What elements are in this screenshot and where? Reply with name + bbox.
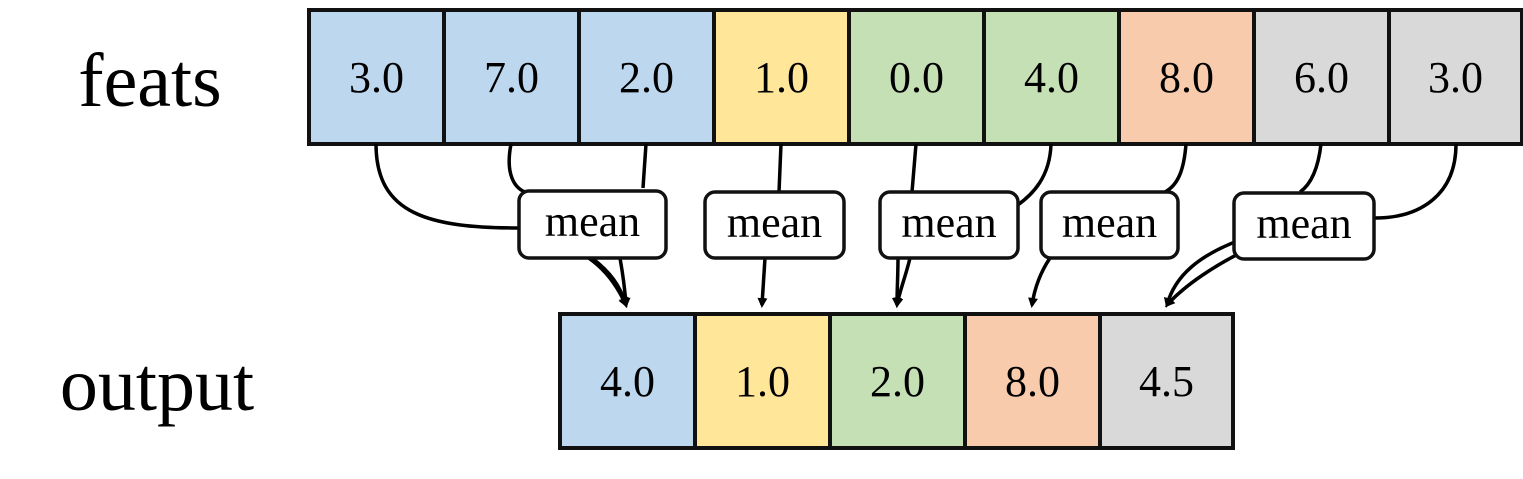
- output-cell: 4.0: [558, 312, 697, 450]
- edge: [910, 143, 918, 193]
- feats-cell: 8.0: [1117, 8, 1256, 146]
- svg-text:3.0: 3.0: [1428, 53, 1483, 102]
- svg-text:4.0: 4.0: [1024, 53, 1079, 102]
- mean-op-box: mean: [517, 189, 668, 260]
- svg-text:mean: mean: [727, 198, 822, 247]
- feats-cell: 1.0: [712, 8, 851, 146]
- feats-cell: 6.0: [1252, 8, 1391, 146]
- feats-cell: 7.0: [442, 8, 581, 146]
- svg-text:mean: mean: [1256, 199, 1351, 248]
- output-cell: 1.0: [693, 312, 832, 450]
- svg-text:mean: mean: [545, 197, 640, 246]
- edge: [777, 143, 783, 193]
- svg-text:4.5: 4.5: [1139, 357, 1194, 406]
- edge: [892, 257, 903, 308]
- mean-op-box: mean: [1232, 191, 1376, 261]
- output-cell: 2.0: [828, 312, 967, 450]
- output-cell: 4.5: [1098, 312, 1235, 450]
- svg-text:0.0: 0.0: [889, 53, 944, 102]
- mean-op-box: mean: [878, 190, 1020, 260]
- edge: [1298, 143, 1323, 194]
- feats-cell: 0.0: [847, 8, 986, 146]
- svg-text:mean: mean: [901, 198, 996, 247]
- svg-text:1.0: 1.0: [735, 357, 790, 406]
- edge: [507, 143, 526, 194]
- feats-cell: 3.0: [1387, 8, 1523, 146]
- svg-text:7.0: 7.0: [484, 53, 539, 102]
- feats-cell: 2.0: [577, 8, 716, 146]
- edge: [641, 143, 648, 189]
- mean-op-box: mean: [703, 190, 846, 260]
- svg-text:4.0: 4.0: [600, 357, 655, 406]
- svg-text:2.0: 2.0: [870, 357, 925, 406]
- output-row-label: output: [60, 343, 254, 427]
- svg-text:8.0: 8.0: [1005, 357, 1060, 406]
- svg-text:6.0: 6.0: [1294, 53, 1349, 102]
- svg-text:2.0: 2.0: [619, 53, 674, 102]
- svg-text:1.0: 1.0: [754, 53, 809, 102]
- edge: [618, 257, 631, 308]
- mean-op-box: mean: [1039, 190, 1180, 260]
- edge: [374, 143, 521, 230]
- mean-ops: mean mean mean mean mean: [517, 189, 1376, 261]
- feats-row: 3.0 7.0 2.0 1.0 0.0 4.0 8.0 6.0 3.0: [307, 8, 1523, 146]
- svg-text:mean: mean: [1062, 198, 1157, 247]
- output-row: 4.0 1.0 2.0 8.0 4.5: [558, 312, 1235, 450]
- feats-cell: 4.0: [982, 8, 1121, 146]
- edge: [757, 257, 768, 308]
- svg-text:3.0: 3.0: [349, 53, 404, 102]
- feats-cell: 3.0: [307, 8, 446, 146]
- edge: [1164, 143, 1188, 194]
- svg-text:8.0: 8.0: [1159, 53, 1214, 102]
- feats-row-label: feats: [78, 39, 221, 123]
- edge: [1163, 238, 1241, 308]
- edge: [1028, 257, 1052, 308]
- edge: [1374, 143, 1458, 220]
- output-cell: 8.0: [963, 312, 1102, 450]
